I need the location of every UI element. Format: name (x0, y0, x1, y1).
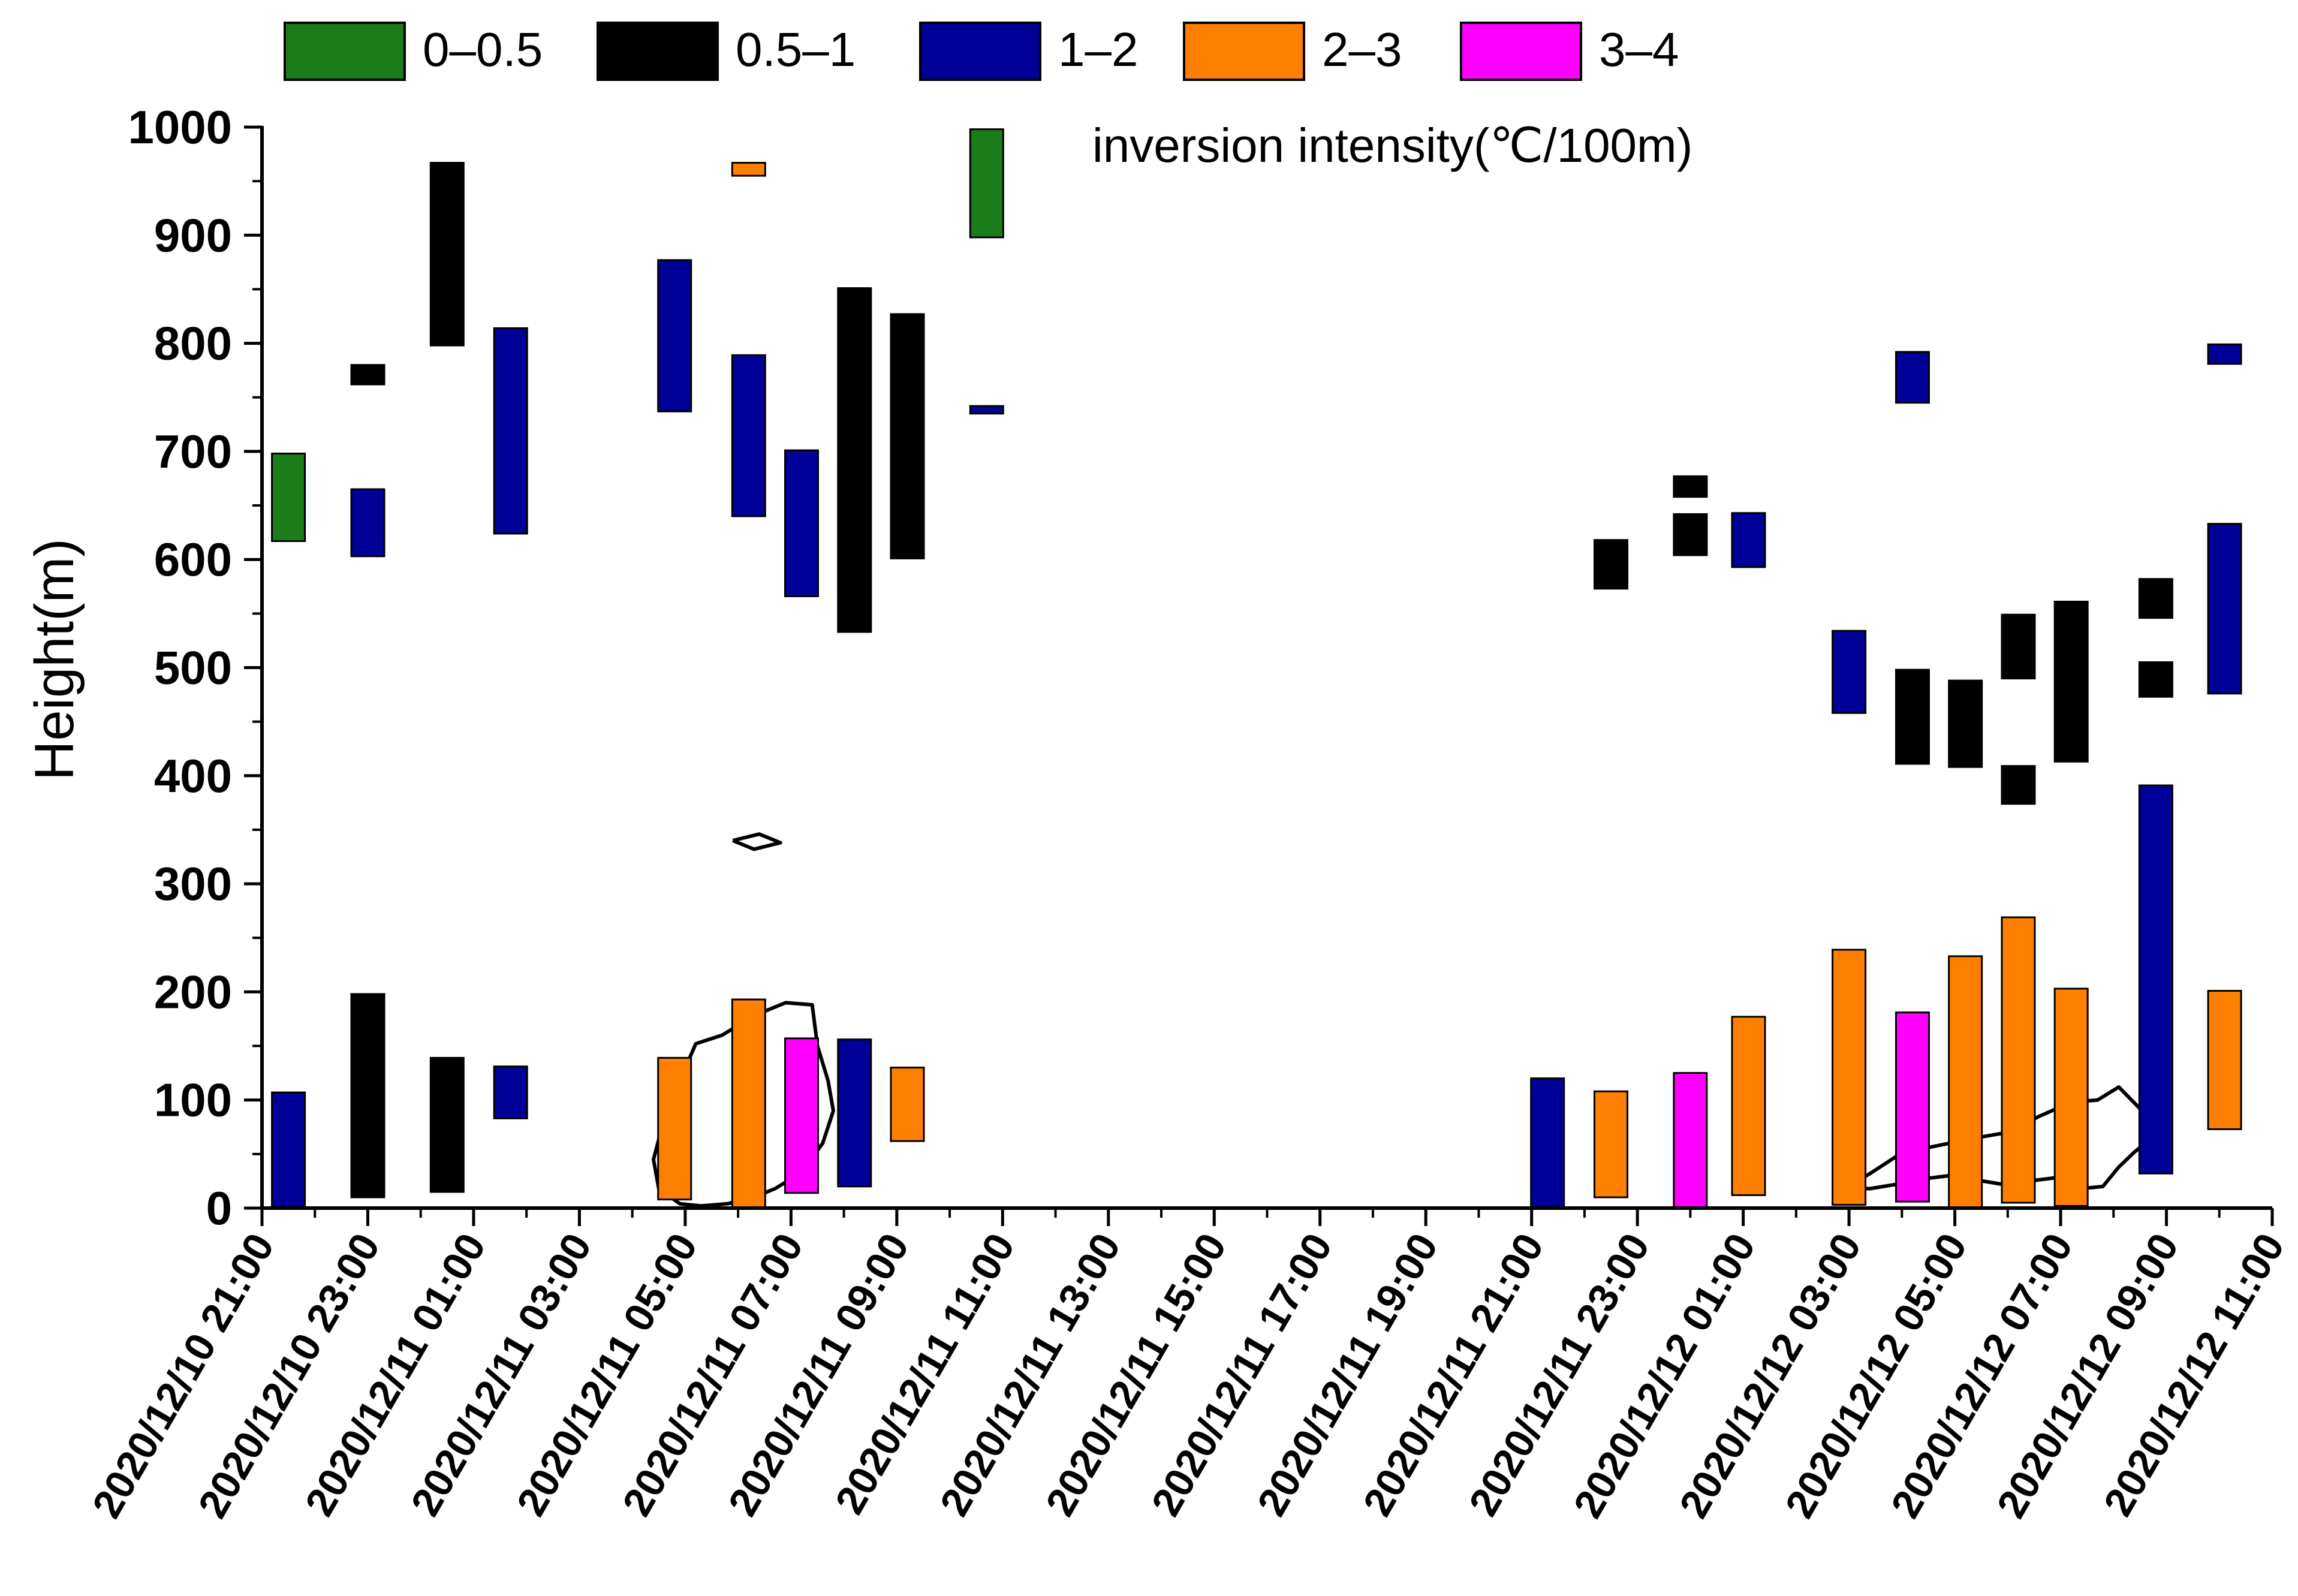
inversion-bar-35 (1948, 955, 1983, 1209)
inversion-bar-42 (2138, 784, 2173, 1175)
inversion-bar-45 (2207, 990, 2242, 1130)
inversion-bar-32 (1895, 1011, 1930, 1203)
legend-swatch-b (919, 22, 1041, 81)
inversion-bar-18 (890, 1067, 925, 1142)
inversion-bar-19 (890, 313, 925, 559)
inversion-bar-8 (493, 327, 528, 535)
inversion-bar-14 (784, 1037, 819, 1194)
y-tick-label: 100 (154, 1074, 232, 1127)
y-tick-label: 1000 (128, 101, 232, 153)
inversion-bar-34 (1895, 351, 1930, 404)
inversion-bar-12 (731, 354, 766, 517)
inversion-bar-46 (2207, 523, 2242, 695)
inversion-bar-21 (969, 128, 1004, 239)
inversion-bar-5 (429, 1056, 465, 1193)
inversion-bar-36 (1948, 679, 1983, 768)
inversion-bar-47 (2207, 343, 2242, 365)
legend-label-k: 0.5–1 (736, 23, 856, 76)
inversion-bar-20 (969, 405, 1004, 415)
y-tick-label: 300 (154, 857, 232, 910)
inversion-bar-10 (657, 259, 692, 412)
legend-swatch-o (1183, 22, 1305, 81)
inversion-bar-25 (1673, 1072, 1708, 1209)
inversion-bar-6 (429, 162, 465, 347)
inversion-bar-0 (271, 1091, 306, 1209)
inversion-bar-30 (1832, 948, 1867, 1206)
y-tick-label: 600 (154, 533, 232, 586)
inversion-bar-16 (837, 1038, 872, 1188)
y-tick-label: 900 (154, 209, 232, 261)
legend-label-g: 0–0.5 (423, 23, 543, 76)
inversion-bar-17 (837, 287, 872, 633)
inversion-bar-37 (2001, 916, 2036, 1204)
plot-area (271, 128, 2242, 1209)
inversion-bar-4 (350, 364, 385, 386)
inversion-bar-26 (1673, 513, 1708, 556)
inversion-bar-29 (1731, 512, 1766, 568)
y-tick-label: 800 (154, 317, 232, 370)
inversion-bar-33 (1895, 668, 1930, 765)
inversion-bar-41 (2053, 601, 2089, 763)
legend-swatch-k (597, 22, 719, 81)
inversion-bar-24 (1594, 539, 1628, 590)
inversion-bar-2 (350, 993, 385, 1198)
annotation-text: inversion intensity(℃/100m) (1092, 119, 1692, 172)
y-tick-label: 500 (154, 642, 232, 694)
legend-swatch-m (1460, 22, 1582, 81)
inversion-bar-1 (271, 453, 306, 542)
inversion-bar-15 (784, 449, 819, 597)
y-tick-label: 0 (206, 1182, 232, 1234)
legend: 0–0.5 0.5–1 1–2 2–3 3–4 (284, 22, 1679, 81)
inversion-bar-44 (2138, 578, 2173, 619)
y-tick-label: 200 (154, 965, 232, 1018)
inversion-bar-11 (731, 998, 766, 1209)
inversion-bar-38 (2001, 765, 2036, 805)
inversion-bar-22 (1530, 1077, 1565, 1209)
inversion-bar-28 (1731, 1016, 1766, 1196)
y-tick-label: 400 (154, 749, 232, 802)
inversion-bar-40 (2053, 987, 2089, 1207)
legend-label-b: 1–2 (1058, 23, 1138, 76)
inversion-bar-3 (350, 488, 385, 558)
legend-label-o: 2–3 (1322, 23, 1402, 76)
inversion-bar-27 (1673, 475, 1708, 498)
contour-morning-12-12 (1842, 1085, 2158, 1191)
inversion-bar-43 (2138, 661, 2173, 698)
y-axis-label: Height(m) (24, 538, 85, 781)
axes: 010020030040050060070080090010002020/12/… (84, 101, 2293, 1525)
contour-small-loop (732, 832, 782, 851)
inversion-bar-9 (657, 1056, 692, 1201)
inversion-bar-13 (731, 162, 766, 177)
legend-label-m: 3–4 (1599, 23, 1679, 76)
inversion-bar-39 (2001, 613, 2036, 680)
inversion-bar-31 (1832, 630, 1867, 714)
y-tick-label: 700 (154, 425, 232, 478)
legend-swatch-g (284, 22, 406, 81)
inversion-bar-23 (1594, 1090, 1628, 1198)
inversion-bar-7 (493, 1065, 528, 1119)
